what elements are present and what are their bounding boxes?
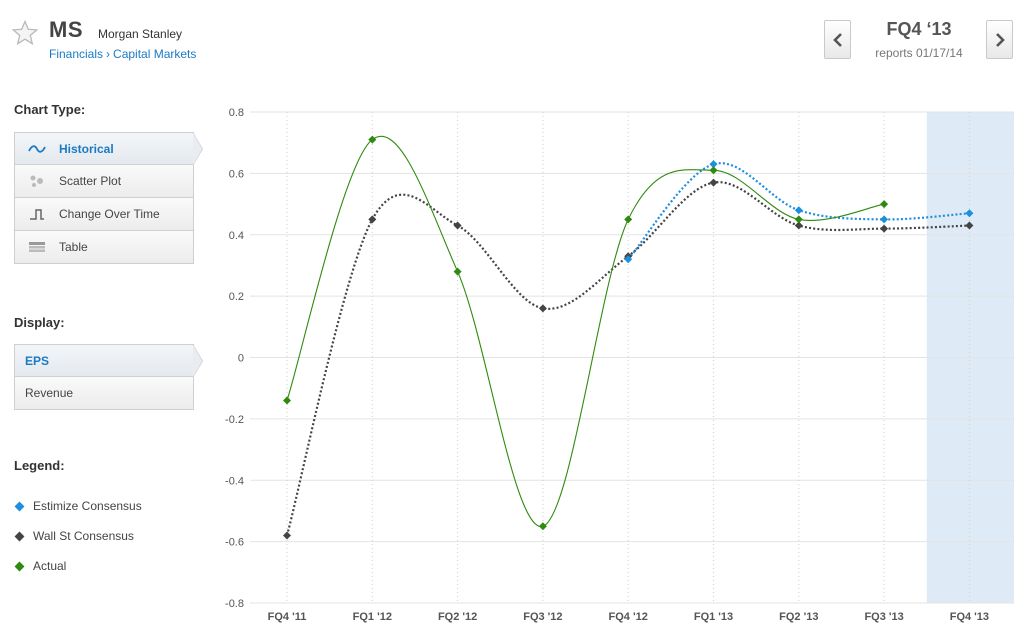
data-point[interactable]: [368, 215, 377, 224]
previous-period-button[interactable]: [824, 20, 851, 59]
dots-icon: [15, 174, 59, 188]
x-tick-label: FQ2 '12: [438, 611, 477, 623]
data-point[interactable]: [709, 160, 718, 169]
chart-type-scatter-plot[interactable]: Scatter Plot: [14, 165, 194, 198]
display-label: Display:: [14, 315, 65, 330]
x-tick-label: FQ4 '13: [950, 611, 989, 623]
data-point[interactable]: [965, 209, 974, 218]
data-point[interactable]: [794, 206, 803, 215]
series-line-2: [286, 136, 885, 527]
data-point[interactable]: [538, 304, 547, 313]
legend-label-wallst: Wall St Consensus: [33, 529, 134, 543]
y-tick-label: 0.8: [229, 107, 244, 119]
series-line-1: [285, 181, 970, 536]
chart-type-table[interactable]: Table: [14, 231, 194, 264]
data-point[interactable]: [709, 178, 718, 187]
y-tick-label: -0.2: [225, 414, 244, 426]
y-tick-label: 0.4: [229, 230, 244, 242]
chart-type-label-scatter: Scatter Plot: [59, 174, 122, 188]
ticker-symbol: MS: [49, 17, 83, 42]
legend-item-wallst: Wall St Consensus: [14, 529, 134, 543]
chart-type-label-historical: Historical: [59, 141, 114, 156]
breadcrumb: Financials › Capital Markets: [49, 47, 196, 61]
chart-type-label-table: Table: [59, 240, 88, 254]
data-point[interactable]: [368, 135, 377, 144]
x-tick-label: FQ4 '11: [268, 611, 307, 623]
y-tick-label: 0: [238, 353, 244, 365]
data-point[interactable]: [283, 531, 291, 540]
x-tick-label: FQ1 '12: [353, 611, 392, 623]
data-point[interactable]: [965, 221, 974, 230]
y-tick-label: -0.6: [225, 537, 244, 549]
x-tick-label: FQ4 '12: [609, 611, 648, 623]
x-tick-label: FQ1 '13: [694, 611, 733, 623]
data-point[interactable]: [794, 215, 803, 224]
chart-type-historical[interactable]: Historical: [14, 132, 203, 166]
y-tick-label: -0.8: [225, 598, 244, 610]
y-tick-label: 0.2: [229, 291, 244, 303]
y-tick-label: 0.6: [229, 168, 244, 180]
x-tick-label: FQ3 '13: [864, 611, 903, 623]
data-point[interactable]: [880, 215, 889, 224]
step-icon: [15, 207, 59, 221]
data-point[interactable]: [283, 396, 291, 405]
legend-item-estimize: Estimize Consensus: [14, 499, 142, 513]
chevron-right-icon: [995, 32, 1005, 47]
period-title: FQ4 ‘13: [886, 19, 952, 39]
data-point[interactable]: [624, 215, 633, 224]
legend-label-actual: Actual: [33, 559, 67, 573]
breadcrumb-sector-link[interactable]: Financials: [49, 47, 104, 61]
legend-label: Legend:: [14, 458, 65, 473]
y-tick-label: -0.4: [225, 475, 244, 487]
breadcrumb-industry-link[interactable]: Capital Markets: [113, 47, 197, 61]
chart-type-group: Historical Scatter Plot Change Over Time…: [14, 132, 203, 264]
company-name: Morgan Stanley: [98, 27, 183, 41]
data-point[interactable]: [880, 224, 889, 233]
display-option-revenue[interactable]: Revenue: [14, 377, 194, 410]
legend-item-actual: Actual: [14, 559, 67, 573]
data-point[interactable]: [880, 200, 889, 209]
data-point[interactable]: [794, 221, 803, 230]
chevron-left-icon: [832, 32, 842, 47]
display-group: EPS Revenue: [14, 344, 203, 410]
x-tick-label: FQ2 '13: [779, 611, 818, 623]
data-point[interactable]: [709, 166, 718, 175]
breadcrumb-separator: ›: [106, 47, 111, 61]
table-icon: [15, 241, 59, 253]
chart-type-label-change: Change Over Time: [59, 207, 160, 221]
wave-icon: [15, 144, 59, 154]
data-point[interactable]: [538, 522, 547, 531]
chart-type-label: Chart Type:: [14, 102, 86, 117]
x-tick-label: FQ3 '12: [523, 611, 562, 623]
series-line-0: [627, 162, 970, 261]
next-period-button[interactable]: [986, 20, 1013, 59]
chart-type-change-over-time[interactable]: Change Over Time: [14, 198, 194, 231]
legend-label-estimize: Estimize Consensus: [33, 499, 142, 513]
report-date: reports 01/17/14: [875, 46, 963, 60]
data-point[interactable]: [453, 221, 462, 230]
data-point[interactable]: [453, 267, 462, 276]
star-icon[interactable]: [12, 20, 38, 46]
data-point[interactable]: [624, 255, 633, 264]
display-option-eps[interactable]: EPS: [14, 344, 203, 378]
